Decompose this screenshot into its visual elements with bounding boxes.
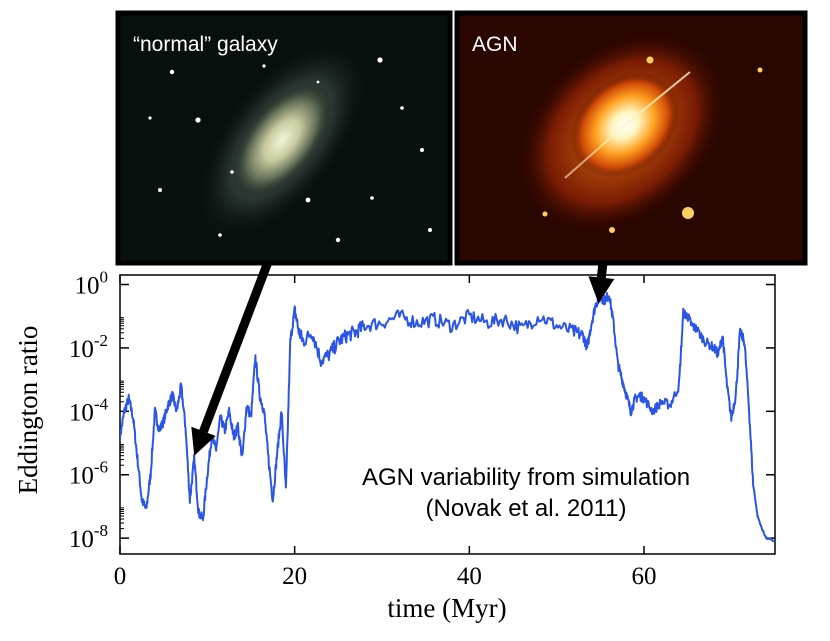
y-tick-label: 10-4 [69, 394, 109, 426]
y-tick-label: 10-2 [69, 331, 108, 363]
arrows [191, 260, 615, 456]
arrow-agn-head [588, 276, 615, 304]
y-axis-ticks: 100 10-2 10-4 10-6 10-8 [69, 268, 775, 553]
annotation-line-2: (Novak et al. 2011) [426, 495, 627, 522]
y-tick-label: 10-6 [69, 458, 108, 490]
x-axis-title: time (Myr) [387, 593, 506, 623]
arrow-normal-shaft [199, 260, 273, 434]
plot-frame [119, 274, 776, 555]
x-axis-ticks: 0 20 40 60 [114, 275, 657, 590]
annotation-line-1: AGN variability from simulation [362, 464, 690, 491]
y-axis-title: Eddington ratio [13, 326, 43, 495]
star-field [148, 57, 432, 243]
agn-bright-spots [542, 56, 763, 233]
arrow-normal-head [191, 426, 216, 456]
x-tick-label: 40 [457, 563, 482, 590]
x-tick-label: 0 [114, 563, 127, 590]
normal-galaxy-label: “normal” galaxy [133, 33, 278, 56]
agn-image: AGN [454, 10, 808, 266]
normal-galaxy-image: “normal” galaxy [115, 10, 453, 266]
agn-label: AGN [472, 33, 518, 56]
arrow-agn-shaft [596, 261, 608, 279]
x-tick-label: 60 [632, 563, 657, 590]
eddington-ratio-line [120, 292, 775, 543]
y-tick-label: 10-8 [69, 521, 108, 553]
y-tick-label: 100 [75, 268, 109, 300]
x-tick-label: 20 [282, 563, 307, 590]
